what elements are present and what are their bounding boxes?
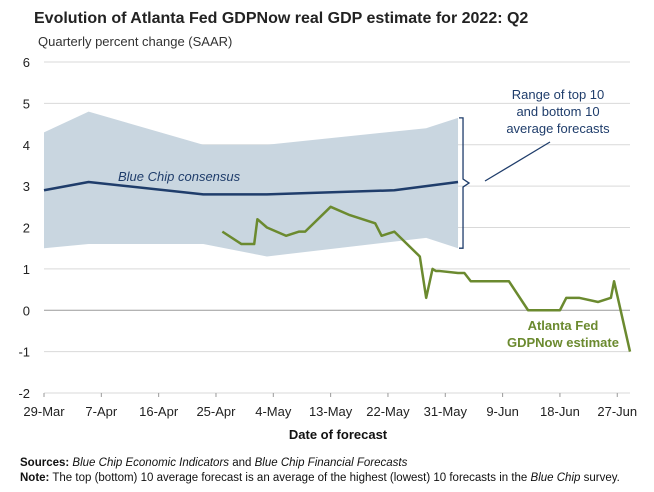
sources-text-2: Blue Chip Financial Forecasts [254,457,408,469]
x-tick-label: 4-May [255,404,292,419]
range-band [44,111,459,257]
note-text-2: survey. [580,472,620,484]
y-tick-label: -1 [18,345,30,360]
chart-title: Evolution of Atlanta Fed GDPNow real GDP… [34,10,529,27]
x-axis-ticks: 29-Mar 7-Apr 16-Apr 25-Apr 4-May 13-May 22-May… [23,393,637,419]
note-text-1: The top (bottom) 10 average forecast is … [49,472,531,484]
y-tick-label: 2 [23,221,30,236]
sources-and: and [229,457,255,469]
range-label-line-2: and bottom 10 [516,104,599,119]
sources-label: Sources: [20,457,70,469]
x-tick-label: 13-May [309,404,353,419]
y-tick-label: 3 [23,179,30,194]
y-tick-label: 0 [23,303,30,318]
x-tick-label: 18-Jun [540,404,580,419]
gdpnow-label-line-1: Atlanta Fed [528,318,599,333]
range-bracket [459,117,471,249]
x-tick-label: 22-May [366,404,410,419]
consensus-label: Blue Chip consensus [118,169,241,184]
y-tick-label: 1 [23,262,30,277]
footer-note: Note: The top (bottom) 10 average foreca… [20,472,620,484]
sources-text-1: Blue Chip Economic Indicators [72,457,230,469]
y-tick-label: 6 [23,55,30,70]
x-tick-label: 7-Apr [85,404,117,419]
x-tick-label: 25-Apr [196,404,236,419]
x-tick-label: 27-Jun [597,404,637,419]
x-tick-label: 31-May [424,404,468,419]
x-tick-label: 16-Apr [139,404,179,419]
range-label-line-3: average forecasts [506,121,610,136]
footer-sources: Sources: Blue Chip Economic Indicators a… [20,457,407,469]
gdpnow-label-line-2: GDPNow estimate [507,335,619,350]
y-tick-label: 5 [23,96,30,111]
x-tick-label: 29-Mar [23,404,65,419]
y-tick-label: -2 [18,386,30,401]
x-tick-label: 9-Jun [486,404,519,419]
chart-subtitle: Quarterly percent change (SAAR) [38,34,233,49]
note-text-em: Blue Chip [530,472,581,484]
range-bracket-path [459,117,471,249]
note-label: Note: [20,472,50,484]
y-tick-label: 4 [23,138,30,153]
blue-chip-consensus-line [43,180,459,196]
x-axis-label: Date of forecast [289,427,388,442]
gdpnow-estimate-line [221,205,632,352]
range-label-line-1: Range of top 10 [512,87,605,102]
range-label-leader [484,141,551,182]
y-axis-ticks: -2 -1 0 1 2 3 4 5 6 [18,55,30,401]
